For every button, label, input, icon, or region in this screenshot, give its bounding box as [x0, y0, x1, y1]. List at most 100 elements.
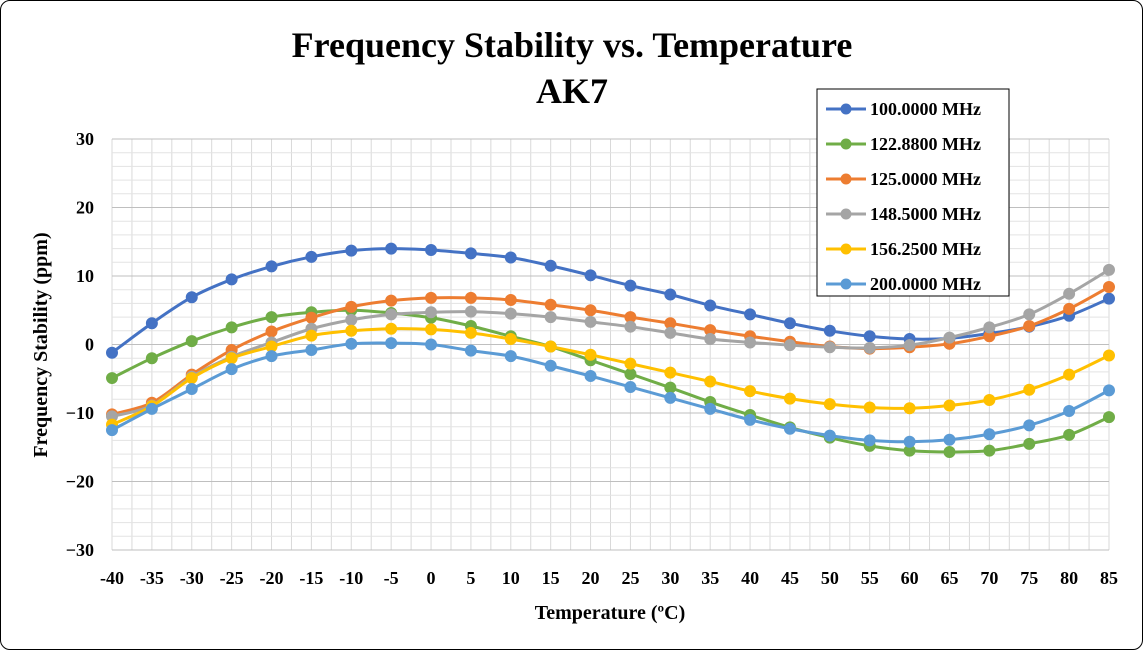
- data-point: [106, 424, 118, 437]
- data-point: [106, 346, 118, 359]
- data-point: [983, 321, 996, 334]
- data-point: [783, 392, 796, 405]
- data-point: [385, 337, 398, 350]
- x-tick-label: 10: [502, 568, 520, 588]
- data-point: [464, 305, 477, 318]
- data-point: [943, 433, 956, 446]
- data-point: [185, 383, 198, 396]
- data-point: [983, 428, 996, 441]
- legend-label: 125.0000 MHz: [870, 169, 981, 189]
- data-point: [744, 385, 757, 398]
- data-point: [584, 304, 597, 317]
- data-point: [1103, 263, 1115, 276]
- data-point: [584, 348, 597, 361]
- data-point: [265, 325, 278, 338]
- data-point: [345, 324, 358, 337]
- legend-label: 200.0000 MHz: [870, 274, 981, 294]
- x-tick-label: -15: [299, 568, 323, 588]
- legend-swatch-marker: [840, 278, 852, 290]
- data-point: [1103, 349, 1115, 362]
- data-point: [943, 331, 956, 344]
- legend-label: 122.8800 MHz: [870, 134, 981, 154]
- data-point: [584, 370, 597, 383]
- legend-swatch-marker: [840, 243, 852, 255]
- data-point: [704, 375, 717, 388]
- data-point: [265, 311, 278, 324]
- legend-label: 148.5000 MHz: [870, 204, 981, 224]
- x-tick-label: 30: [661, 568, 679, 588]
- data-point: [225, 273, 238, 286]
- legend-swatch-marker: [840, 208, 852, 220]
- data-point: [1103, 292, 1115, 305]
- data-point: [345, 337, 358, 350]
- data-point: [903, 339, 916, 352]
- data-point: [464, 326, 477, 339]
- y-tick-label: −20: [66, 472, 94, 492]
- data-point: [425, 338, 438, 351]
- data-point: [783, 422, 796, 435]
- legend-item: 122.8800 MHz: [826, 134, 981, 154]
- data-point: [305, 250, 318, 263]
- data-point: [544, 298, 557, 311]
- x-tick-label: 80: [1060, 568, 1078, 588]
- data-point: [1023, 308, 1036, 321]
- data-point: [385, 322, 398, 335]
- x-tick-label: 25: [621, 568, 639, 588]
- data-point: [704, 333, 717, 346]
- data-point: [145, 402, 158, 415]
- legend-label: 156.2500 MHz: [870, 239, 981, 259]
- data-point: [544, 259, 557, 272]
- data-point: [1023, 437, 1036, 450]
- x-tick-label: 40: [741, 568, 759, 588]
- legend-swatch-marker: [840, 103, 852, 115]
- data-point: [943, 399, 956, 412]
- data-point: [1023, 419, 1036, 432]
- data-point: [504, 293, 517, 306]
- x-tick-label: 15: [542, 568, 560, 588]
- legend-item: 100.0000 MHz: [826, 99, 981, 119]
- series-156-2500-mhz: [106, 322, 1115, 431]
- data-point: [1023, 383, 1036, 396]
- data-point: [504, 251, 517, 264]
- chart-subtitle: AK7: [536, 71, 608, 111]
- data-point: [185, 372, 198, 385]
- data-point: [265, 260, 278, 273]
- series-200-0000-mhz: [106, 337, 1115, 448]
- data-point: [624, 357, 637, 370]
- data-point: [265, 350, 278, 363]
- x-tick-label: -40: [100, 568, 124, 588]
- data-point: [1063, 428, 1076, 441]
- x-tick-label: 60: [901, 568, 919, 588]
- data-point: [1103, 384, 1115, 397]
- data-point: [504, 350, 517, 363]
- data-point: [504, 307, 517, 320]
- data-point: [544, 311, 557, 324]
- x-tick-label: -25: [220, 568, 244, 588]
- series-layer: [106, 242, 1115, 459]
- legend-swatch-marker: [840, 138, 852, 150]
- data-point: [704, 402, 717, 415]
- data-point: [305, 311, 318, 324]
- data-point: [823, 429, 836, 442]
- data-point: [385, 294, 398, 307]
- data-point: [584, 269, 597, 282]
- data-point: [664, 391, 677, 404]
- legend-item: 200.0000 MHz: [826, 274, 981, 294]
- legend-swatch-marker: [840, 173, 852, 185]
- x-tick-label: 50: [821, 568, 839, 588]
- data-point: [744, 413, 757, 426]
- data-point: [744, 336, 757, 349]
- data-point: [225, 321, 238, 334]
- data-point: [624, 380, 637, 393]
- y-tick-label: 20: [76, 198, 94, 218]
- y-tick-label: 0: [85, 335, 94, 355]
- data-point: [903, 435, 916, 448]
- y-tick-label: 10: [76, 266, 94, 286]
- data-point: [823, 398, 836, 411]
- x-tick-label: -30: [180, 568, 204, 588]
- data-point: [385, 308, 398, 321]
- x-tick-label: -10: [339, 568, 363, 588]
- data-point: [225, 352, 238, 365]
- data-point: [783, 317, 796, 330]
- x-tick-label: 55: [861, 568, 879, 588]
